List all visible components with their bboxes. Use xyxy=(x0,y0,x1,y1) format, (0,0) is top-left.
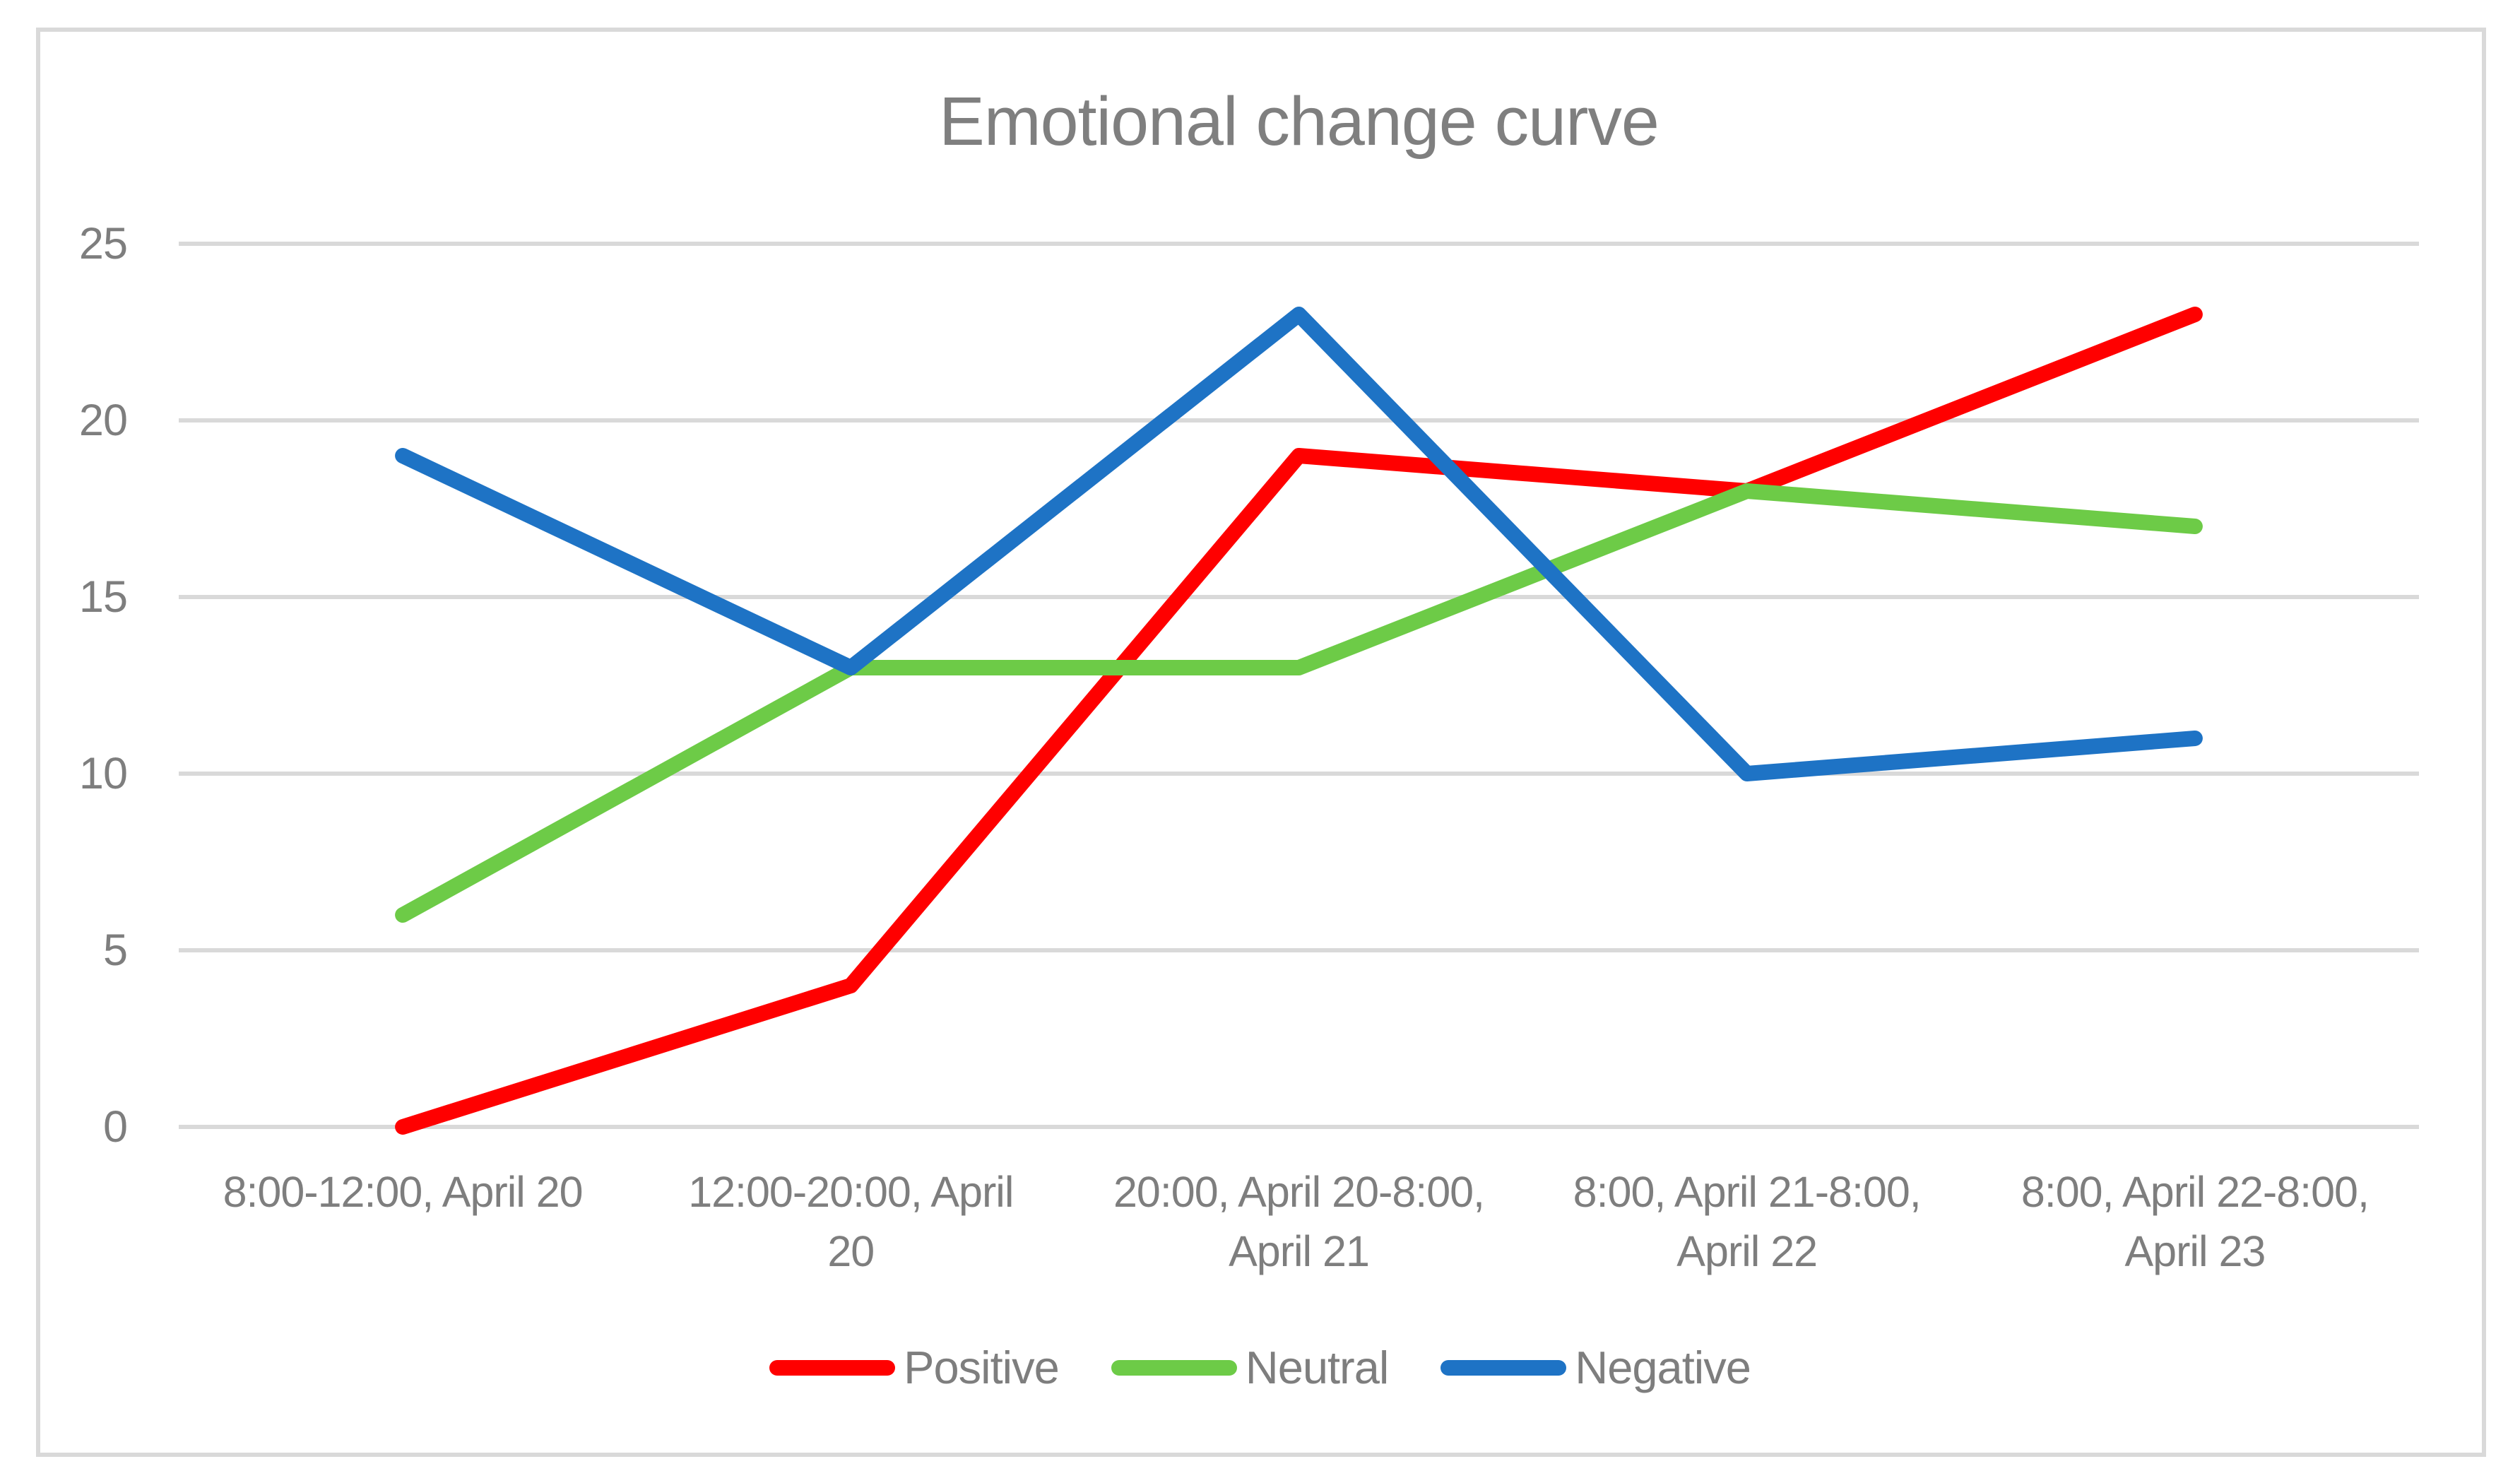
legend-label-negative: Negative xyxy=(1575,1342,1751,1393)
legend-swatch-negative xyxy=(1441,1359,1567,1376)
legend: Positive Neutral Negative xyxy=(0,1341,2520,1394)
legend-label-neutral: Neutral xyxy=(1245,1342,1390,1393)
chart-outer-border xyxy=(36,28,2486,1457)
series-line-neutral xyxy=(395,483,2203,923)
chart-title: Emotional change curve xyxy=(939,83,1660,160)
series-line-negative xyxy=(395,307,2203,781)
legend-item-neutral: Neutral xyxy=(1111,1341,1389,1394)
legend-label-positive: Positive xyxy=(904,1342,1060,1393)
series-line-positive xyxy=(395,307,2203,1135)
legend-swatch-neutral xyxy=(1111,1359,1237,1376)
legend-item-negative: Negative xyxy=(1441,1341,1751,1394)
legend-item-positive: Positive xyxy=(769,1341,1060,1394)
legend-swatch-positive xyxy=(769,1359,896,1376)
